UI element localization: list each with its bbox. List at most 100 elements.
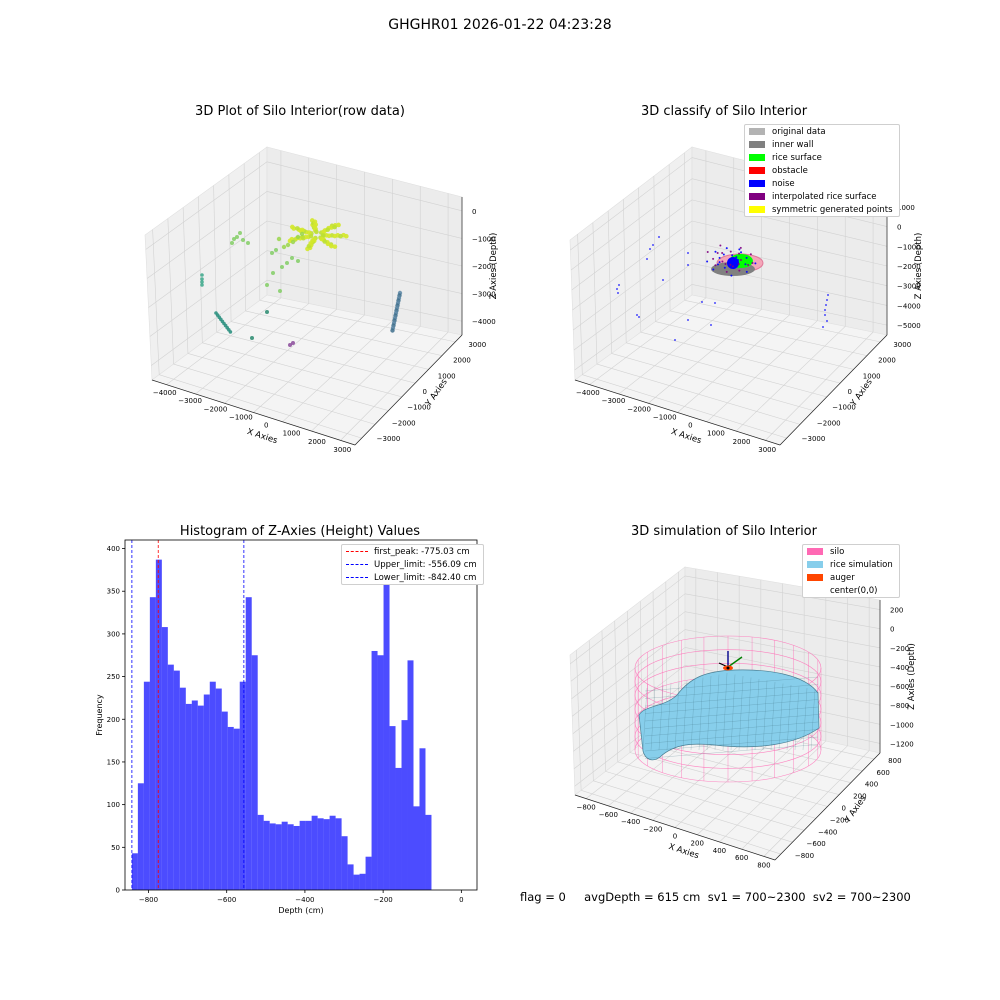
histogram-legend-item: Upper_limit: -556.09 cm [342,558,483,571]
data-point [265,310,269,314]
grid-line [573,682,686,769]
data-point [235,235,239,239]
y-tick-label: −1000 [832,404,856,412]
y-tick-label: −2000 [817,419,841,427]
y-tick-label: 50 [111,844,120,852]
grid-line [572,220,693,311]
data-point [718,261,721,264]
legend-label: inner wall [772,139,814,150]
y-tick-label: −400 [818,828,837,836]
axis-line [354,334,463,446]
x-tick-label: −400 [295,896,314,904]
z-tick-label: −200 [890,645,909,653]
data-point [649,248,651,250]
simulation-plot-title: 3D simulation of Silo Interior [631,524,817,539]
data-point [278,289,282,293]
x-tick-label: −3000 [178,397,202,405]
data-point [718,256,721,259]
histogram-bar [257,814,264,890]
grid-line [151,279,268,366]
histogram-bar [335,818,342,890]
histogram-bar [185,703,192,890]
data-point [710,324,712,326]
histogram-bar [413,806,420,890]
y-axis-label: Y Axies [848,377,875,409]
data-point [730,274,733,277]
data-point [265,283,269,287]
legend-label: center(0,0) [830,585,878,596]
z-tick-label: −2000 [897,263,921,271]
data-point [735,256,738,259]
simulation-legend-item: silo [803,545,899,558]
z-tick-label: −3000 [472,291,496,299]
x-tick-label: 1000 [283,430,301,438]
data-point [336,222,341,228]
data-point [296,259,300,263]
grid-line [691,241,888,287]
grid-line [665,581,667,725]
data-point [749,253,752,256]
data-point [706,260,709,263]
grid-line [648,309,762,404]
histogram-bar [209,681,216,890]
x-tick-label: 0 [673,833,677,841]
y-tick-label: 800 [888,757,901,765]
data-point [299,231,305,237]
z-tick-label: −1000 [897,243,921,251]
grid-line [706,320,818,423]
x-tick-label: −600 [217,896,236,904]
grid-line [691,220,888,267]
rice-mesh-line [644,699,819,714]
data-point [232,237,236,241]
histogram-bar [269,823,276,890]
data-point [200,283,204,287]
data-point [826,299,828,301]
y-tick-label: 300 [107,630,120,638]
data-point [737,259,739,261]
grid-line [570,157,693,251]
data-point [308,233,314,239]
histogram-bar [311,815,318,890]
data-point [737,262,740,265]
z-tick-label: −1000 [890,721,914,729]
data-point [824,314,826,316]
rice-mesh-line [644,691,819,707]
grid-line [224,309,337,404]
legend-label: symmetric generated points [772,204,893,215]
rice-mesh-line [644,736,819,752]
grid-line [765,331,874,441]
data-point [313,222,319,227]
classify-3d-plot: −4000−3000−2000−100001000200030003000200… [569,146,924,454]
grid-line [576,650,582,791]
simulation-3d-plot: −800−600−400−200020040060080080060040020… [569,566,917,869]
x-tick-label: −3000 [602,397,626,405]
classify-legend-item: inner wall [745,138,899,151]
y-tick-label: 600 [877,769,890,777]
histogram-bar [179,687,186,890]
histogram-bar [155,559,162,890]
y-tick-label: 2000 [878,357,896,365]
x-tick-label: 2000 [733,438,751,446]
data-point [687,252,689,254]
legend-label: interpolated rice surface [772,191,877,202]
data-point [285,261,289,265]
data-point [738,269,741,272]
y-tick-label: 150 [107,758,120,766]
data-point [751,261,754,264]
rice-mesh-line [698,677,704,751]
legend-label: noise [772,178,795,189]
legend-label: first_peak: -775.03 cm [374,546,470,557]
y-tick-label: −600 [807,840,826,848]
histogram-bar [347,864,354,890]
y-tick-label: 0 [116,887,120,895]
histogram-bar [227,726,234,890]
simulation-legend-item: rice simulation [803,558,899,571]
y-tick-label: 400 [107,545,120,553]
legend-swatch-obstacle [749,167,765,174]
x-tick-label: 400 [713,847,726,855]
grid-line [614,620,619,762]
data-point [636,314,638,316]
data-point [200,277,204,281]
histogram-bar [221,711,228,890]
data-point [822,326,824,328]
